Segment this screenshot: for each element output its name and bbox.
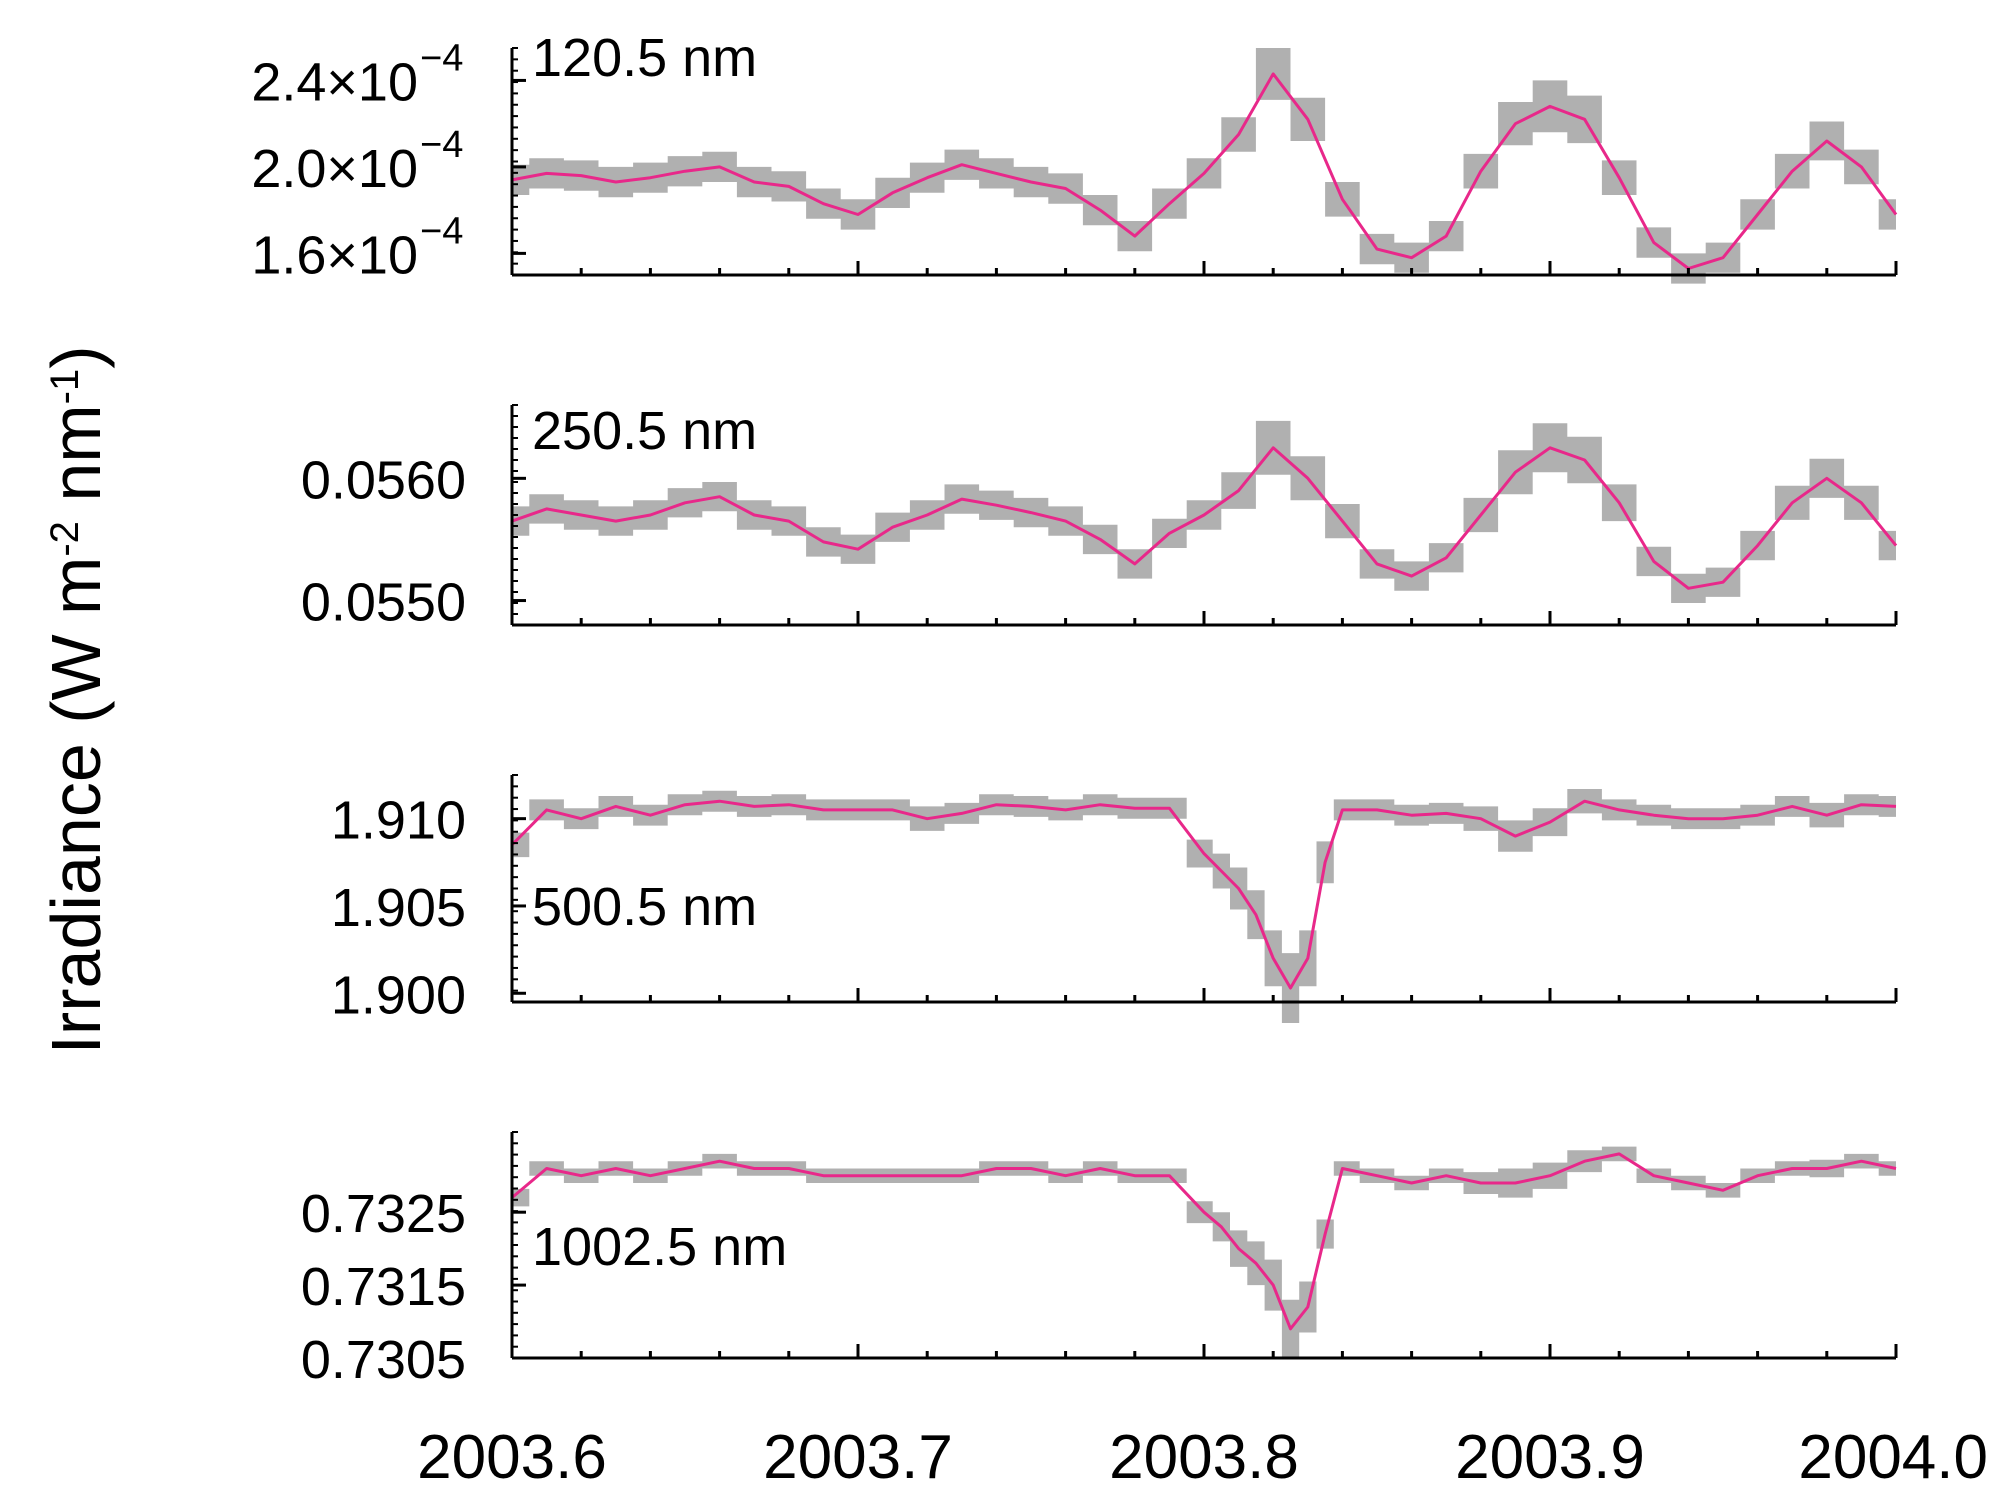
y-tick-exponent: −4 bbox=[420, 210, 463, 252]
y-tick-label: 2.0×10 bbox=[251, 139, 418, 199]
y-axis-label-close: ) bbox=[37, 345, 115, 368]
y-tick-label: 0.7305 bbox=[301, 1330, 466, 1390]
y-tick-exponent: −4 bbox=[420, 124, 463, 166]
x-tick-label: 2003.9 bbox=[1455, 1423, 1645, 1492]
x-tick-label: 2003.6 bbox=[417, 1423, 607, 1492]
y-tick-label: 2.4×10 bbox=[251, 52, 418, 112]
panel-label: 1002.5 nm bbox=[532, 1217, 787, 1277]
y-axis-label-exp2: -1 bbox=[43, 369, 87, 405]
y-axis-label: Irradiance (W m-2 nm-1) bbox=[37, 345, 115, 1054]
x-tick-label: 2003.7 bbox=[763, 1423, 953, 1492]
panel-2: 0.0560 0.0550 250.5 nm bbox=[301, 401, 1898, 633]
panel-4: 0.7325 0.7315 0.7305 1002.5 nm bbox=[301, 1131, 1898, 1390]
y-tick-exponent: −4 bbox=[420, 37, 463, 79]
uncertainty-band bbox=[512, 789, 1896, 1023]
x-tick-label: 2004.0 bbox=[1798, 1423, 1988, 1492]
panel-label: 120.5 nm bbox=[532, 28, 757, 88]
uncertainty-band bbox=[512, 420, 1896, 603]
y-tick-label: 0.7315 bbox=[301, 1257, 466, 1317]
y-axis-label-main: Irradiance (W m bbox=[37, 557, 115, 1055]
y-axis-label-unit: nm bbox=[37, 404, 115, 521]
y-tick-label: 0.0550 bbox=[301, 573, 466, 633]
y-tick-label: 0.0560 bbox=[301, 450, 466, 510]
y-tick-label: 1.6×10 bbox=[251, 225, 418, 285]
panel-label: 250.5 nm bbox=[532, 401, 757, 461]
y-tick-label: 1.900 bbox=[331, 965, 466, 1025]
y-axis-label-exp1: -2 bbox=[43, 521, 87, 557]
y-tick-label: 1.910 bbox=[331, 791, 466, 851]
panel-3: 1.910 1.905 1.900 500.5 nm bbox=[331, 774, 1898, 1025]
panel-label: 500.5 nm bbox=[532, 877, 757, 937]
y-tick-label: 1.905 bbox=[331, 878, 466, 938]
x-tick-label: 2003.8 bbox=[1109, 1423, 1299, 1492]
y-tick-label: 0.7325 bbox=[301, 1184, 466, 1244]
